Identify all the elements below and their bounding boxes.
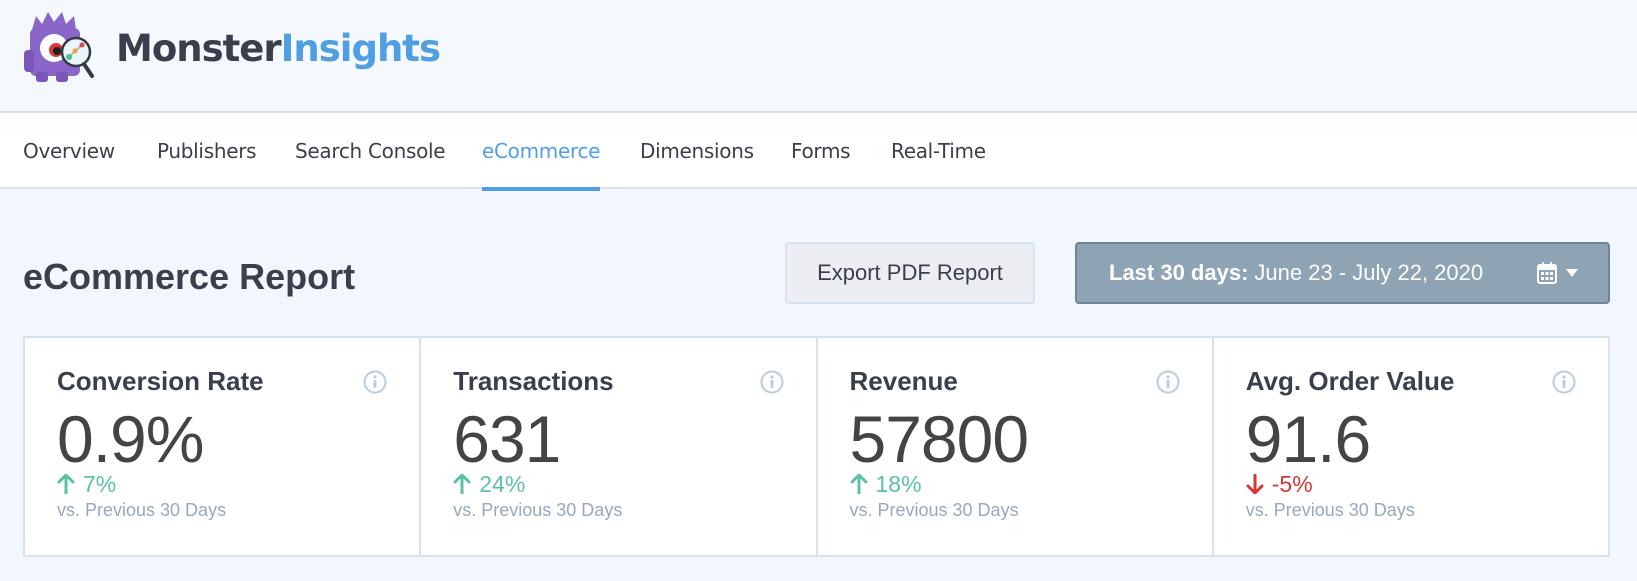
metric-change-value: -5% bbox=[1271, 471, 1313, 497]
arrow-up-icon bbox=[453, 474, 471, 494]
date-range-value: June 23 - July 22, 2020 bbox=[1254, 260, 1484, 285]
metric-compare-label: vs. Previous 30 Days bbox=[1245, 500, 1415, 520]
metric-title: Revenue bbox=[849, 366, 958, 396]
metric-change-value: 18% bbox=[875, 471, 922, 497]
logo-text-insights: Insights bbox=[280, 26, 441, 70]
date-range-label: Last 30 days: bbox=[1109, 260, 1249, 285]
metric-change: 18% bbox=[850, 470, 1212, 498]
info-icon[interactable] bbox=[1552, 370, 1576, 394]
monster-mascot-icon bbox=[24, 12, 94, 82]
tab-dimensions[interactable]: Dimensions bbox=[640, 139, 754, 163]
metric-card-conversion-rate: Conversion Rate 0.9% 7% vs. Previous 30 … bbox=[25, 338, 422, 555]
metric-card-revenue: Revenue 57800 18% vs. Previous 30 Days bbox=[818, 338, 1214, 555]
tab-real-time[interactable]: Real-Time bbox=[891, 139, 986, 163]
page-title: eCommerce Report bbox=[23, 256, 356, 297]
info-icon[interactable] bbox=[363, 370, 387, 394]
metric-card-transactions: Transactions 631 24% vs. Previous 30 Day… bbox=[421, 338, 818, 555]
metric-title: Conversion Rate bbox=[57, 366, 264, 396]
metric-change: 24% bbox=[453, 470, 815, 498]
tab-search-console[interactable]: Search Console bbox=[295, 139, 446, 163]
metric-title: Avg. Order Value bbox=[1245, 366, 1455, 396]
metric-value: 0.9% bbox=[57, 402, 204, 476]
logo-wordmark: MonsterInsights bbox=[116, 26, 441, 70]
logo-text-monster: Monster bbox=[116, 26, 282, 70]
tab-forms[interactable]: Forms bbox=[791, 139, 851, 163]
tab-publishers[interactable]: Publishers bbox=[157, 139, 257, 163]
tab-ecommerce[interactable]: eCommerce bbox=[482, 113, 600, 191]
metric-change-value: 7% bbox=[83, 471, 117, 497]
metric-value: 631 bbox=[453, 402, 561, 476]
info-icon[interactable] bbox=[1156, 370, 1180, 394]
metric-value: 91.6 bbox=[1245, 402, 1371, 476]
metric-compare-label: vs. Previous 30 Days bbox=[57, 500, 227, 520]
date-range-picker[interactable]: Last 30 days: June 23 - July 22, 2020 bbox=[1075, 242, 1610, 304]
arrow-up-icon bbox=[850, 474, 867, 494]
report-tabs: Overview Publishers Search Console eComm… bbox=[0, 113, 1637, 191]
metric-compare-label: vs. Previous 30 Days bbox=[453, 500, 623, 520]
metric-value: 57800 bbox=[849, 402, 1030, 476]
logo[interactable]: MonsterInsights bbox=[22, 10, 441, 84]
calendar-icon bbox=[1537, 262, 1557, 284]
metric-change: -5% bbox=[1246, 470, 1608, 498]
date-range-icons bbox=[1537, 262, 1578, 284]
metric-change-value: 24% bbox=[479, 471, 526, 497]
metric-title: Transactions bbox=[453, 366, 614, 396]
metrics-panel: Conversion Rate 0.9% 7% vs. Previous 30 … bbox=[23, 336, 1610, 557]
metric-card-avg-order-value: Avg. Order Value 91.6 -5% vs. Previous 3… bbox=[1214, 338, 1608, 555]
arrow-down-icon bbox=[1246, 474, 1264, 494]
app-header: MonsterInsights bbox=[0, 0, 1637, 113]
chevron-down-icon bbox=[1566, 269, 1578, 277]
info-icon[interactable] bbox=[760, 370, 784, 394]
export-pdf-button[interactable]: Export PDF Report bbox=[785, 242, 1035, 304]
arrow-up-icon bbox=[57, 474, 75, 494]
metric-compare-label: vs. Previous 30 Days bbox=[849, 500, 1019, 520]
metric-change: 7% bbox=[57, 470, 419, 498]
tab-overview[interactable]: Overview bbox=[23, 139, 115, 163]
